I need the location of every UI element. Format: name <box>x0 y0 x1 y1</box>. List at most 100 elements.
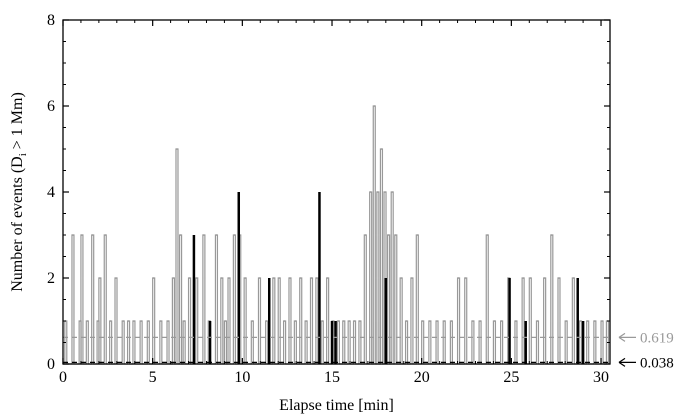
series-gray-point-1 <box>72 234 74 236</box>
series-gray-point-17 <box>160 320 162 322</box>
series-gray-point-45 <box>316 277 318 279</box>
series-gray-point-35 <box>258 277 261 279</box>
series-gray-point-30 <box>228 277 230 279</box>
y-tick-label-2: 4 <box>47 184 55 201</box>
series-gray-point-27 <box>215 234 218 236</box>
series-gray-point-39 <box>283 320 286 322</box>
series-gray-point-88 <box>572 277 575 279</box>
series-gray-point-5 <box>91 234 94 236</box>
series-gray-point-56 <box>373 105 376 107</box>
series-gray-point-73 <box>464 277 467 279</box>
x-tick-label-2: 10 <box>234 369 250 386</box>
series-gray-point-2 <box>79 320 81 322</box>
series-gray-point-13 <box>133 320 135 322</box>
y-axis-label-subscript: i <box>17 153 29 156</box>
series-gray-point-11 <box>122 320 124 322</box>
series-gray-point-84 <box>543 277 546 279</box>
ref-arrow-head-1 <box>618 357 626 367</box>
y-tick-label-3: 6 <box>47 98 55 115</box>
series-gray-point-36 <box>265 320 268 322</box>
series-gray-point-41 <box>294 320 297 322</box>
series-gray-point-15 <box>147 320 150 322</box>
series-gray-point-6 <box>97 320 99 322</box>
x-tick-label-3: 15 <box>324 369 340 386</box>
series-gray-point-14 <box>140 320 142 322</box>
series-gray-point-69 <box>436 320 438 322</box>
y-tick-label-0: 0 <box>47 356 55 373</box>
series-gray-point-63 <box>400 277 402 279</box>
series-gray-point-77 <box>493 320 496 322</box>
series-gray-point-8 <box>104 234 107 236</box>
reference-lines: 0.619 0.038 <box>63 330 674 371</box>
series-gray-point-54 <box>364 234 367 236</box>
series-gray-point-76 <box>486 234 489 236</box>
series-gray-point-7 <box>99 277 101 279</box>
series-gray-point-19 <box>172 277 175 279</box>
series-gray-point-47 <box>326 277 329 279</box>
series-gray-point-81 <box>522 277 524 279</box>
series-gray-point-60 <box>387 234 390 236</box>
series-gray-point-37 <box>273 277 275 279</box>
series-gray-point-22 <box>183 320 185 322</box>
series-gray-point-78 <box>500 320 503 322</box>
series-gray-point-66 <box>416 234 419 236</box>
y-axis-label-main: Number of events (D <box>9 156 26 292</box>
series-gray-point-61 <box>391 191 394 193</box>
series-gray-point-87 <box>565 320 567 322</box>
series-gray-point-4 <box>86 320 89 322</box>
series-gray-point-10 <box>115 277 117 279</box>
series-gray-point-68 <box>429 320 431 322</box>
series-gray-point-86 <box>558 277 560 279</box>
series-gray-point-3 <box>81 234 83 236</box>
ref-label-0: 0.619 <box>640 330 674 346</box>
series-gray-point-53 <box>359 320 361 322</box>
series-gray-point-83 <box>536 320 539 322</box>
x-tick-label-5: 25 <box>503 369 519 386</box>
x-tick-label-4: 20 <box>414 369 430 386</box>
series-gray-point-55 <box>369 191 372 193</box>
series-gray-point-38 <box>278 277 281 279</box>
series-gray-point-75 <box>479 320 481 322</box>
series-gray-point-62 <box>394 234 397 236</box>
ticks: 0 5 10 15 20 25 30 0 2 4 6 8 <box>47 12 610 386</box>
ref-arrow-head-0 <box>618 332 626 342</box>
series-gray-point-85 <box>551 234 553 236</box>
series-gray-point-59 <box>384 191 386 193</box>
series-gray-point-46 <box>321 320 324 322</box>
x-tick-label-0: 0 <box>59 369 67 386</box>
series-gray-point-42 <box>299 277 302 279</box>
series-gray-point-82 <box>529 277 532 279</box>
series-gray-point-12 <box>127 320 130 322</box>
series-gray-point-72 <box>457 277 460 279</box>
series-gray-point-51 <box>348 320 350 322</box>
x-tick-label-1: 5 <box>149 369 157 386</box>
series-gray-point-65 <box>411 277 413 279</box>
series-gray-point-21 <box>179 234 182 236</box>
plot-frame <box>62 19 611 365</box>
series-gray-point-64 <box>405 320 408 322</box>
series-gray-point-29 <box>224 320 227 322</box>
series-gray-point-24 <box>195 277 198 279</box>
series-gray-point-28 <box>221 277 223 279</box>
series-gray-point-16 <box>152 277 155 279</box>
series-gray-point-80 <box>515 320 517 322</box>
series-gray-point-31 <box>233 234 236 236</box>
y-tick-label-1: 2 <box>47 270 55 287</box>
x-axis-label: Elapse time [min] <box>279 397 394 414</box>
y-axis-label-tail: > 1 Mm) <box>9 92 26 153</box>
series-gray-point-43 <box>305 320 307 322</box>
series-gray-point-34 <box>251 320 254 322</box>
series-gray-point-90 <box>586 320 589 322</box>
series-gray-point-40 <box>289 277 291 279</box>
series-gray-point-33 <box>244 277 246 279</box>
y-axis-label: Number of events (Di > 1 Mm) <box>9 92 29 292</box>
series-gray-point-50 <box>342 320 345 322</box>
series-gray-point-92 <box>601 320 603 322</box>
series-gray-point-44 <box>310 277 313 279</box>
series-layer <box>63 105 610 365</box>
x-tick-label-6: 30 <box>593 369 609 386</box>
series-gray-point-70 <box>443 320 446 322</box>
series-gray-point-25 <box>203 234 205 236</box>
series-gray-point-91 <box>594 320 596 322</box>
